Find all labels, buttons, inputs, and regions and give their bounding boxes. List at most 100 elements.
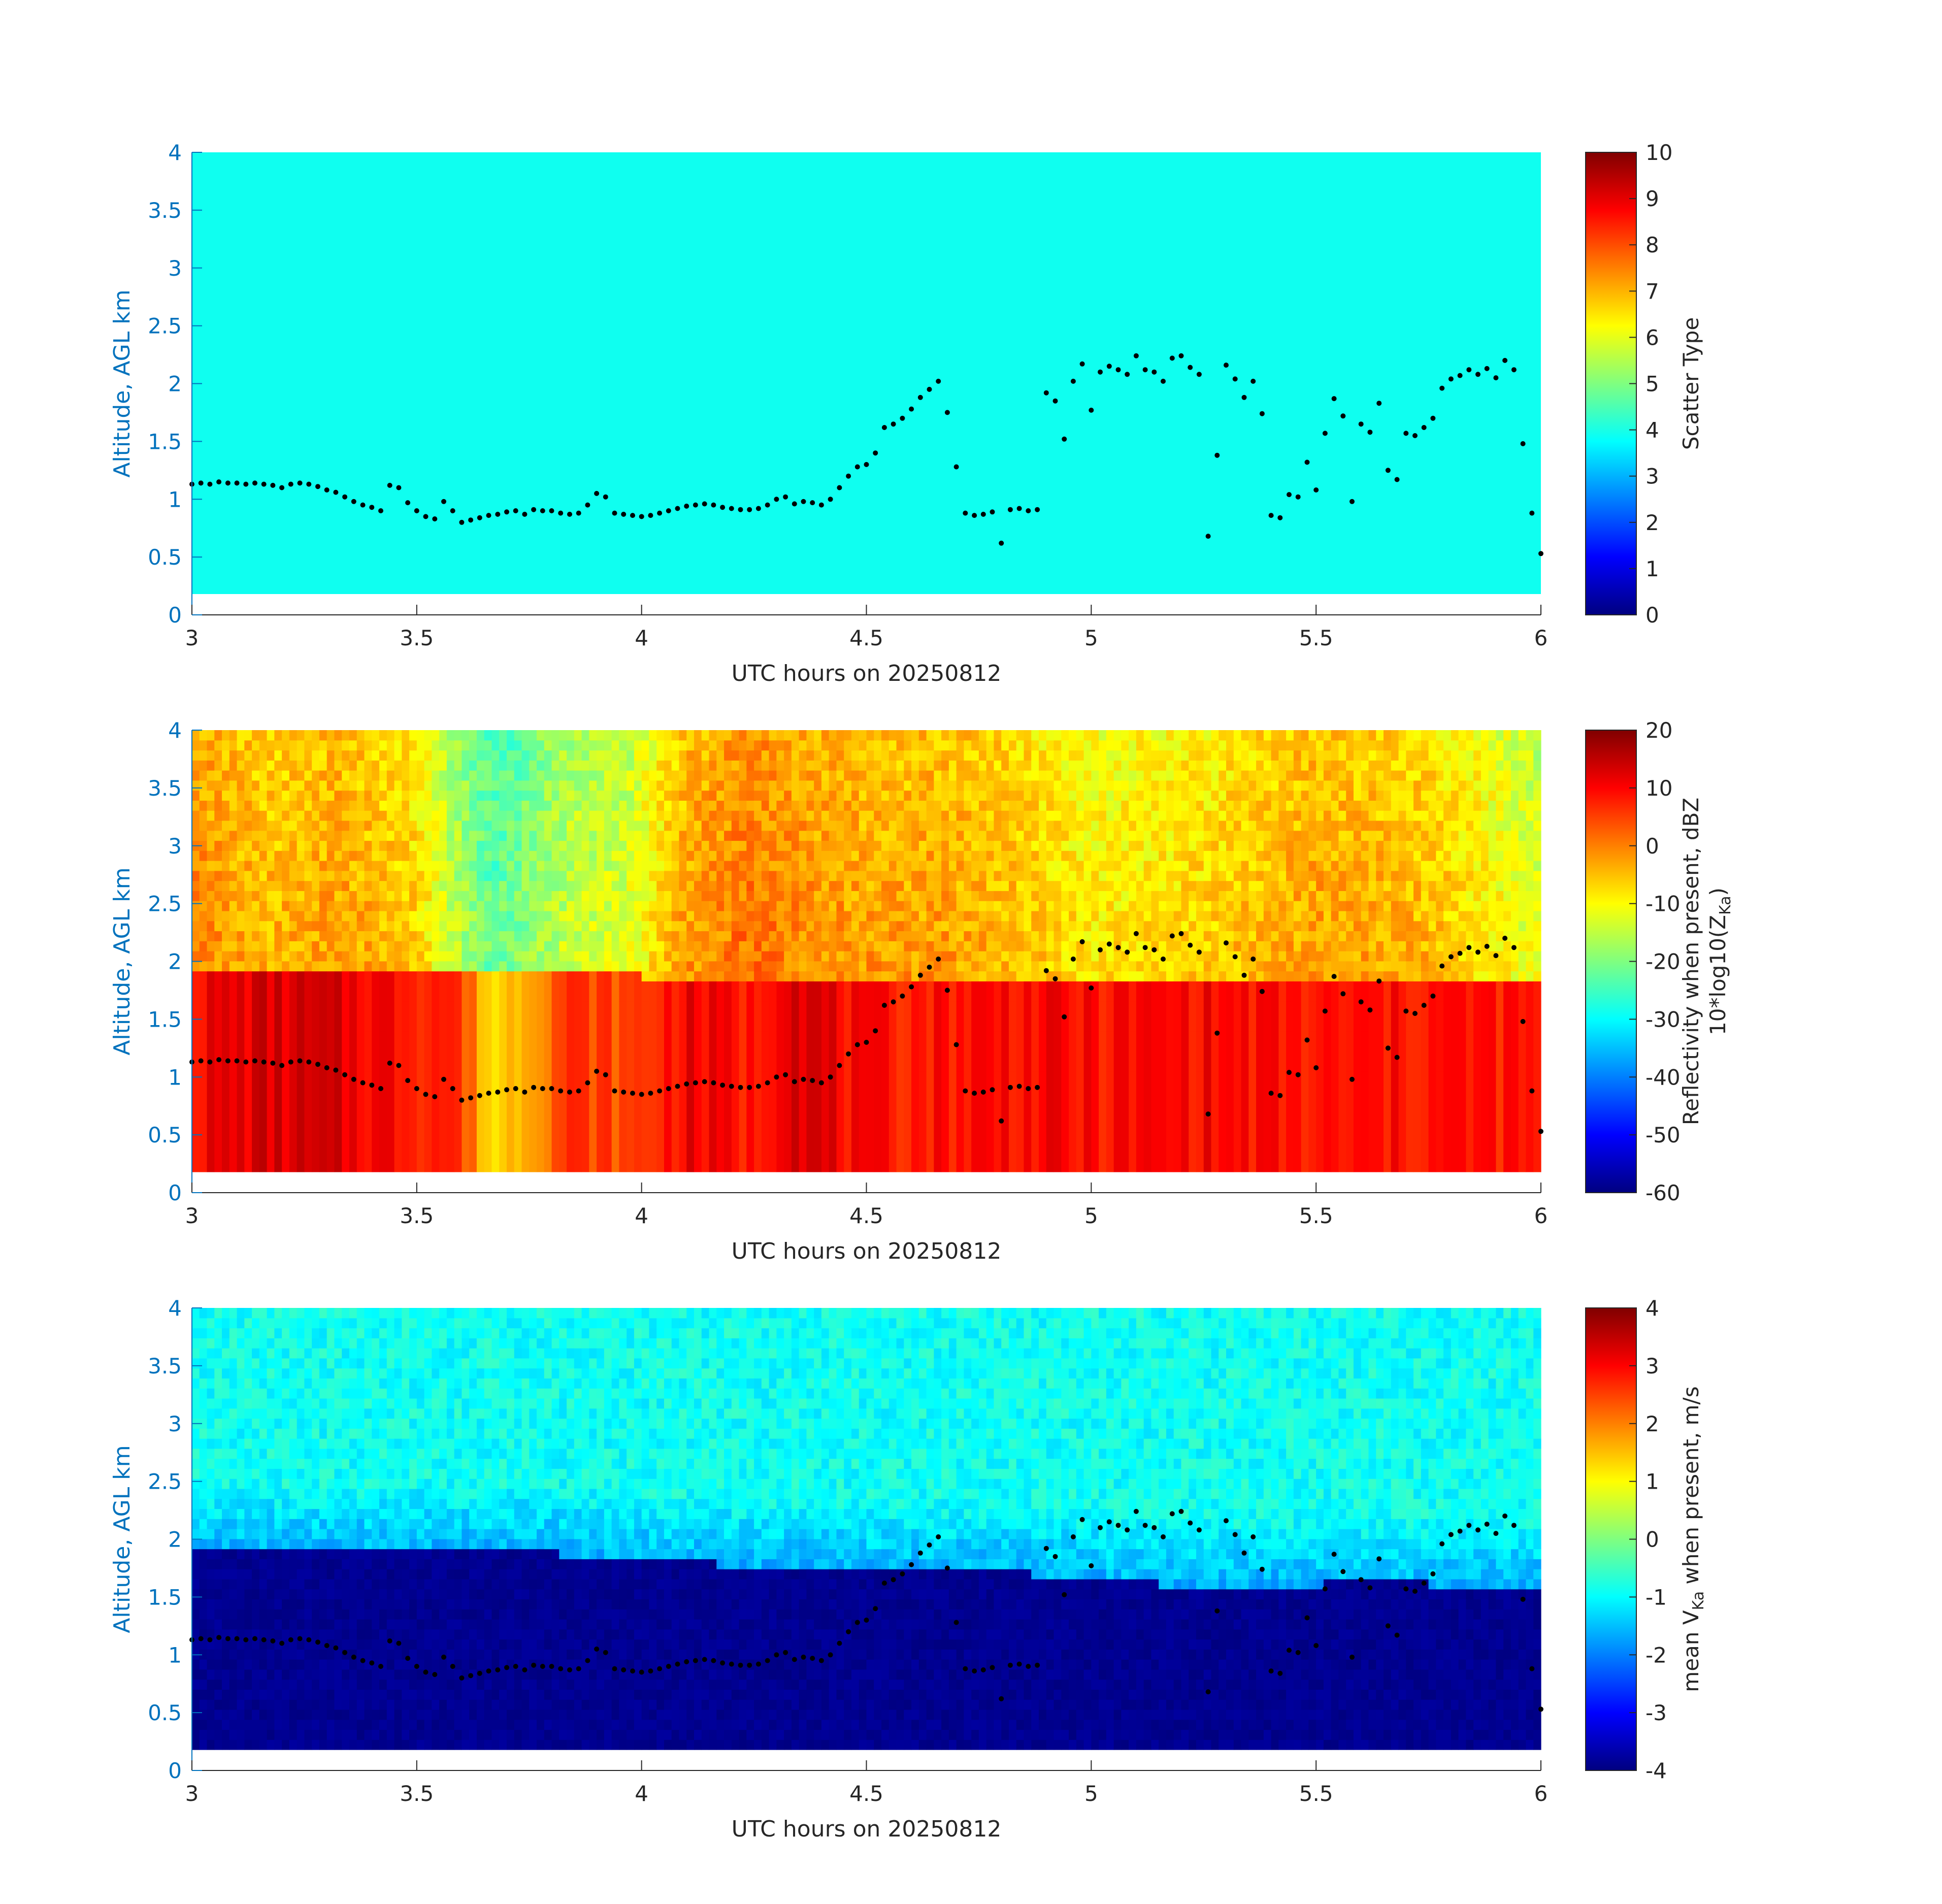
heatmap-cell xyxy=(716,740,725,751)
heatmap-cell xyxy=(484,1051,492,1062)
heatmap-cell xyxy=(222,1041,230,1052)
heatmap-cell xyxy=(334,961,342,972)
heatmap-cell xyxy=(851,991,860,1002)
heatmap-cell xyxy=(911,951,919,962)
heatmap-cell xyxy=(888,760,897,771)
heatmap-cell xyxy=(237,941,245,951)
heatmap-cell xyxy=(724,901,732,911)
heatmap-cell xyxy=(551,830,559,841)
heatmap-cell xyxy=(948,750,957,761)
heatmap-cell xyxy=(364,1041,372,1052)
heatmap-cell xyxy=(671,910,680,922)
heatmap-cell xyxy=(874,1162,882,1172)
heatmap-cell xyxy=(904,800,912,811)
heatmap-cell xyxy=(619,740,627,751)
heatmap-cell xyxy=(986,830,995,841)
heatmap-cell xyxy=(679,931,687,941)
heatmap-cell xyxy=(222,790,230,801)
heatmap-cell xyxy=(521,830,530,841)
heatmap-cell xyxy=(627,1041,635,1052)
heatmap-cell xyxy=(597,1031,605,1042)
heatmap-cell xyxy=(994,1162,1002,1172)
cloud-base-point xyxy=(324,487,330,493)
heatmap-cell xyxy=(769,1061,777,1072)
heatmap-cell xyxy=(934,991,942,1002)
heatmap-cell xyxy=(446,1091,455,1102)
heatmap-cell xyxy=(888,1111,897,1122)
heatmap-cell xyxy=(521,1001,530,1012)
heatmap-cell xyxy=(918,991,927,1002)
heatmap-cell xyxy=(971,800,979,811)
heatmap-cell xyxy=(859,740,867,751)
heatmap-cell xyxy=(506,1021,515,1032)
heatmap-cell xyxy=(956,1101,964,1112)
heatmap-cell xyxy=(349,951,357,962)
cloud-base-point xyxy=(441,499,446,504)
heatmap-cell xyxy=(769,1021,777,1032)
heatmap-cell xyxy=(724,941,732,951)
heatmap-cell xyxy=(709,840,717,851)
heatmap-cell xyxy=(1001,1162,1009,1172)
cloud-base-point xyxy=(1151,369,1157,375)
heatmap-cell xyxy=(829,891,837,901)
heatmap-cell xyxy=(559,1162,567,1172)
heatmap-cell xyxy=(866,750,874,761)
heatmap-cell xyxy=(349,1061,357,1072)
heatmap-cell xyxy=(259,790,268,801)
heatmap-cell xyxy=(761,780,770,791)
heatmap-cell xyxy=(304,961,312,972)
heatmap-cell xyxy=(866,770,874,781)
heatmap-cell xyxy=(761,1051,770,1062)
heatmap-cell xyxy=(334,1101,342,1112)
heatmap-cell xyxy=(1001,931,1009,941)
heatmap-cell xyxy=(1001,971,1009,981)
heatmap-cell xyxy=(986,800,995,811)
heatmap-cell xyxy=(806,901,814,911)
heatmap-cell xyxy=(791,740,800,751)
heatmap-cell xyxy=(799,1162,807,1172)
heatmap-cell xyxy=(941,1141,949,1153)
heatmap-cell xyxy=(514,780,522,791)
heatmap-cell xyxy=(312,830,320,841)
heatmap-cell xyxy=(379,880,387,891)
heatmap-cell xyxy=(252,820,260,831)
heatmap-cell xyxy=(746,1001,754,1012)
heatmap-cell xyxy=(866,1001,874,1012)
heatmap-cell xyxy=(784,850,792,861)
heatmap-cell xyxy=(851,800,860,811)
heatmap-cell xyxy=(416,941,425,951)
heatmap-cell xyxy=(364,870,372,881)
heatmap-cell xyxy=(978,1081,987,1092)
heatmap-cell xyxy=(364,1101,372,1112)
heatmap-cell xyxy=(664,820,672,831)
heatmap-cell xyxy=(627,780,635,791)
heatmap-cell xyxy=(581,820,589,831)
heatmap-cell xyxy=(896,1021,904,1032)
heatmap-cell xyxy=(754,861,762,871)
heatmap-cell xyxy=(514,810,522,821)
heatmap-cell xyxy=(896,910,904,922)
heatmap-cell xyxy=(297,1101,305,1112)
heatmap-cell xyxy=(761,1131,770,1142)
heatmap-cell xyxy=(282,941,290,951)
heatmap-cell xyxy=(851,891,860,901)
heatmap-cell xyxy=(192,891,200,901)
cloud-base-point xyxy=(1224,363,1229,368)
heatmap-cell xyxy=(754,1011,762,1022)
heatmap-cell xyxy=(941,840,949,851)
heatmap-cell xyxy=(746,850,754,861)
heatmap-cell xyxy=(394,880,402,891)
heatmap-cell xyxy=(229,1001,238,1012)
heatmap-cell xyxy=(499,931,507,941)
heatmap-cell xyxy=(244,861,252,871)
heatmap-cell xyxy=(424,1122,432,1132)
heatmap-cell xyxy=(192,1101,200,1112)
heatmap-cell xyxy=(342,1031,350,1042)
heatmap-cell xyxy=(904,750,912,761)
heatmap-cell xyxy=(567,1001,575,1012)
heatmap-cell xyxy=(761,1122,770,1132)
heatmap-cell xyxy=(671,800,680,811)
colorbar-tick-label: 1 xyxy=(1645,556,1659,581)
heatmap-cell xyxy=(724,1131,732,1142)
heatmap-cell xyxy=(326,1111,335,1122)
